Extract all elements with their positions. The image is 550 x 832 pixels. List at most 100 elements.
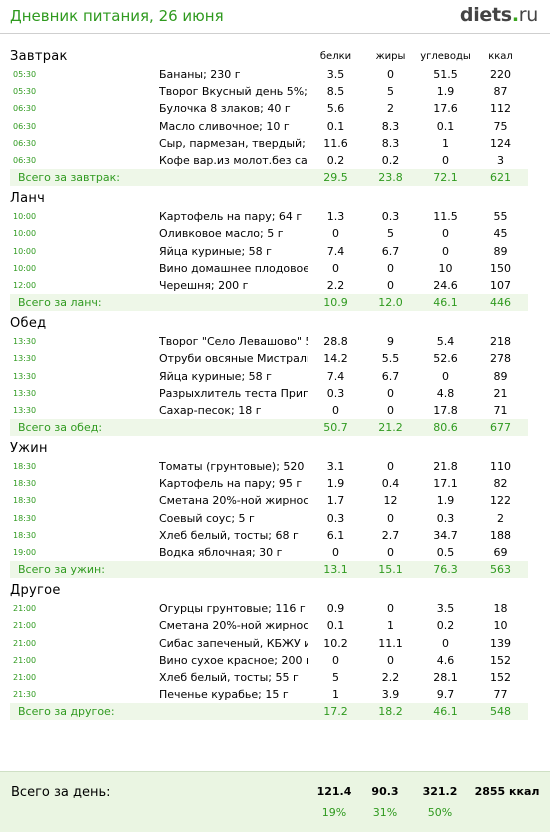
food-kcal: 107 [490,278,511,292]
header-divider [0,33,550,34]
food-row[interactable]: 21:30 Печенье курабье; 15 г 1 3.9 9.7 77 [10,686,528,703]
section-title: Обед [10,316,47,332]
section-total-carbs: 72.1 [418,169,473,187]
section-total-kcal: 548 [473,703,528,721]
food-row[interactable]: 13:30 Сахар-песок; 18 г 0 0 17.8 71 [10,402,528,419]
food-row[interactable]: 06:30 Сыр, пармезан, твердый; 33 г 11.6 8.3… [10,135,528,152]
section-total-fat: 12.0 [363,294,418,312]
food-row[interactable]: 10:00 Картофель на пару; 64 г 1.3 0.3 11.5 55 [10,208,528,225]
food-row[interactable]: 18:30 Картофель на пару; 95 г 1.9 0.4 17.1 82 [10,475,528,492]
food-row[interactable]: 06:30 Кофе вар.из молот.без сахара; 150 г… [10,152,528,169]
food-time: 06:30 [13,156,37,166]
food-protein: 6.1 [326,528,345,542]
food-fat: 0 [387,602,394,616]
food-name: Водка яблочная; 30 г [159,546,283,560]
food-row[interactable]: 21:00 Сметана 20%-ной жирности; 5 г 0.1 1 0.… [10,617,528,634]
food-protein: 7.4 [326,244,345,258]
food-row[interactable]: 18:30 Сметана 20%-ной жирности; 60 г 1.7 12… [10,492,528,509]
day-pct-fat: 31% [372,806,398,819]
food-time: 06:30 [13,138,37,148]
food-kcal: 188 [490,528,511,542]
section-header: Другое [10,578,528,600]
food-row[interactable]: 10:00 Вино домашнее плодовое; 200 г 0 0 10 15… [10,260,528,277]
section-title: Ужин [10,441,48,456]
food-row[interactable]: 05:30 Бананы; 230 г 3.5 0 51.5 220 [10,66,528,83]
food-time: 05:30 [13,70,37,80]
section-total-carbs: 46.1 [418,703,473,721]
food-row[interactable]: 21:00 Хлеб белый, тосты; 55 г 5 2.2 28.1 152 [10,669,528,686]
section-header-spacer [308,578,528,600]
food-row[interactable]: 13:30 Творог "Село Левашово" 5%; 180 г 28.… [10,333,528,350]
col-header-carbs: углеводы [420,51,471,62]
food-row[interactable]: 13:30 Отруби овсяные Мистраль; 80 г 14.2 5.… [10,350,528,367]
food-kcal: 3 [497,154,504,168]
food-fat: 9 [387,335,394,349]
food-name: Яйца куриные; 58 г [159,369,272,383]
food-kcal: 124 [490,136,511,150]
col-header-kcal: ккал [488,51,513,62]
food-carbs: 0.1 [436,119,455,133]
food-protein: 5 [332,670,339,684]
food-carbs: 4.6 [436,653,455,667]
section-total-row: Всего за ужин: 13.1 15.1 76.3 563 [10,561,528,579]
page-header: Дневник питания, 26 июня diets.ru [0,0,550,34]
food-name: Сыр, пармезан, твердый; 33 г [159,136,308,150]
food-protein: 3.5 [326,68,345,82]
section-title: Завтрак [10,49,68,64]
food-row[interactable]: 06:30 Булочка 8 злаков; 40 г 5.6 2 17.6 112 [10,100,528,117]
food-name: Черешня; 200 г [159,278,249,292]
food-row[interactable]: 21:00 Сибас запеченый, КБЖУ из интернета;… [10,635,528,652]
food-row[interactable]: 19:00 Водка яблочная; 30 г 0 0 0.5 69 [10,544,528,561]
section-header: Ужин [10,436,528,458]
food-row[interactable]: 10:00 Оливковое масло; 5 г 0 5 0 45 [10,225,528,242]
section-header: Ланч [10,186,528,208]
section-total-protein: 29.5 [308,169,363,187]
section-header: Завтрак белки жиры углеводы ккал [10,44,528,66]
section-total-row: Всего за ланч: 10.9 12.0 46.1 446 [10,294,528,312]
food-time: 19:00 [13,548,37,558]
col-header-protein: белки [319,51,352,62]
food-time: 10:00 [13,246,37,256]
food-row[interactable]: 21:00 Огурцы грунтовые; 116 г 0.9 0 3.5 18 [10,600,528,617]
food-fat: 5 [387,227,394,241]
food-protein: 14.2 [323,352,348,366]
food-carbs: 51.5 [433,68,458,82]
food-row[interactable]: 13:30 Яйца куриные; 58 г 7.4 6.7 0 89 [10,367,528,384]
food-row[interactable]: 10:00 Яйца куриные; 58 г 7.4 6.7 0 89 [10,243,528,260]
food-protein: 1.9 [326,477,345,491]
food-row[interactable]: 18:30 Томаты (грунтовые); 520 г 3.1 0 21.8 11… [10,458,528,475]
food-name: Вино домашнее плодовое; 200 г [159,261,308,275]
site-logo[interactable]: diets.ru [460,4,538,26]
food-row[interactable]: 06:30 Масло сливочное; 10 г 0.1 8.3 0.1 75 [10,118,528,135]
food-protein: 28.8 [323,335,348,349]
day-total-protein: 121.4 [316,785,352,798]
col-header-fat: жиры [375,51,406,62]
day-total-kcal: 2855 ккал [474,785,540,798]
food-name: Яйца куриные; 58 г [159,244,272,258]
food-kcal: 110 [490,460,511,474]
food-row[interactable]: 05:30 Творог Вкусный день 5%; 100 г 8.5 5 1.… [10,83,528,100]
food-fat: 0 [387,511,394,525]
food-carbs: 4.8 [436,386,455,400]
food-time: 06:30 [13,104,37,114]
section-total-kcal: 446 [473,294,528,312]
logo-main: diets [459,4,512,26]
food-row[interactable]: 12:00 Черешня; 200 г 2.2 0 24.6 107 [10,277,528,294]
food-carbs: 17.8 [433,403,458,417]
food-carbs: 0 [442,369,449,383]
food-row[interactable]: 18:30 Хлеб белый, тосты; 68 г 6.1 2.7 34.7 18… [10,527,528,544]
food-row[interactable]: 13:30 Разрыхлитель теста Приправыч; 10 г 0… [10,385,528,402]
food-fat: 2.7 [381,528,400,542]
food-name: Огурцы грунтовые; 116 г [159,602,306,616]
food-time: 13:30 [13,371,37,381]
food-name: Сибас запеченый, КБЖУ из интернета; 70 г [159,636,308,650]
food-carbs: 0 [442,154,449,168]
food-carbs: 17.6 [433,102,458,116]
logo-tld: ru [518,4,539,26]
food-row[interactable]: 21:00 Вино сухое красное; 200 г 0 0 4.6 152 [10,652,528,669]
section-total-row: Всего за другое: 17.2 18.2 46.1 548 [10,703,528,721]
food-kcal: 278 [490,352,511,366]
food-row[interactable]: 18:30 Соевый соус; 5 г 0.3 0 0.3 2 [10,510,528,527]
section-total-row: Всего за обед: 50.7 21.2 80.6 677 [10,419,528,436]
section-header: Обед [10,311,528,333]
